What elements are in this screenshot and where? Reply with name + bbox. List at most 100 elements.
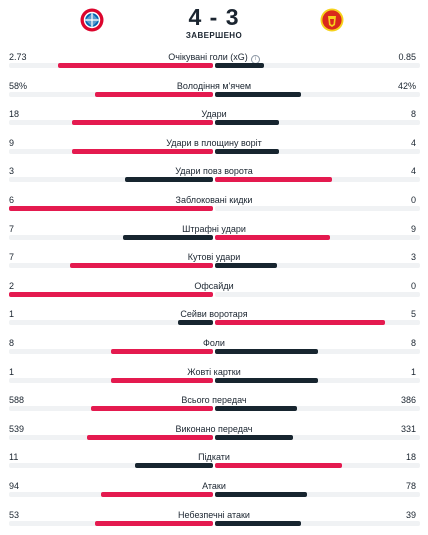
match-header: 4 - 3 ЗАВЕРШЕНО: [0, 0, 428, 44]
stat-label-text: Фоли: [203, 338, 225, 348]
away-value: 5: [410, 309, 416, 320]
away-bar-fill: [215, 492, 308, 497]
away-bar-track: [215, 291, 420, 297]
stat-label-text: Жовті картки: [187, 366, 241, 377]
stat-label: Штрафні удари: [0, 224, 428, 234]
away-value: 0.85: [398, 52, 416, 62]
away-value: 42%: [397, 80, 416, 91]
match-score: 4 - 3: [188, 4, 240, 30]
away-bar-track: [215, 492, 420, 497]
home-value: 6: [9, 195, 15, 205]
away-bar-fill: [215, 91, 302, 97]
home-bar-track: [9, 263, 213, 269]
stat-row-11: 1 Жовті картки 1: [0, 361, 428, 390]
stat-row-15: 94 Атаки 78: [0, 475, 428, 504]
home-bar-fill: [86, 434, 213, 440]
home-bar-track: [9, 320, 213, 326]
stat-row-16: 53 Небезпечні атаки 39: [0, 504, 428, 533]
home-bar-fill: [72, 120, 213, 126]
away-bar-fill: [215, 377, 318, 383]
stat-row-4: 3 Удари повз ворота 4: [0, 160, 428, 189]
stat-label: Офсайди: [0, 281, 428, 291]
stat-label-text: Кутові удари: [187, 252, 241, 263]
stat-label-text: Володіння м'ячем: [176, 80, 252, 91]
stat-row-1: 58% Володіння м'ячем 42%: [0, 75, 428, 104]
home-bar-track: [9, 291, 213, 297]
away-bar-fill: [215, 263, 277, 269]
away-value: 18: [405, 452, 416, 463]
home-bar-track: [9, 206, 213, 211]
home-bar-fill: [123, 234, 213, 240]
away-value: 331: [400, 423, 416, 434]
away-bar-track: [215, 463, 420, 469]
away-bar-fill: [215, 177, 332, 183]
home-value: 7: [9, 252, 15, 263]
home-bar-track: [9, 120, 213, 126]
away-bar-track: [215, 320, 420, 326]
stat-row-7: 7 Кутові удари 3: [0, 246, 428, 275]
away-bar-track: [215, 148, 420, 154]
home-bar-fill: [125, 177, 213, 183]
stat-label-text: Всього передач: [181, 395, 247, 406]
home-bar-fill: [100, 492, 213, 497]
bayern-munich-crest-icon[interactable]: [80, 8, 104, 32]
home-bar-fill: [57, 63, 213, 68]
home-value: 2.73: [9, 52, 27, 62]
stat-label: Сейви воротаря: [0, 309, 428, 319]
home-bar-track: [9, 148, 213, 154]
home-bar-fill: [94, 91, 213, 97]
home-bar-track: [9, 463, 213, 469]
home-bar-track: [9, 91, 213, 97]
away-value: 386: [400, 395, 416, 406]
stat-label-text: Очікувані голи (xG): [168, 52, 248, 62]
home-bar-track: [9, 406, 213, 412]
away-bar-fill: [215, 520, 302, 526]
away-bar-track: [215, 406, 420, 412]
stat-label-text: Сейви воротаря: [180, 309, 248, 320]
away-value: 8: [410, 109, 416, 120]
away-value: 1: [410, 366, 416, 377]
stat-row-5: 6 Заблоковані кидки 0: [0, 189, 428, 218]
away-value: 4: [410, 137, 416, 148]
stat-row-0: 2.73 Очікувані голи (xG) i 0.85: [0, 46, 428, 75]
stat-label-text: Небезпечні атаки: [178, 509, 250, 520]
home-bar-fill: [90, 406, 213, 412]
home-value: 11: [9, 452, 19, 463]
home-value: 588: [9, 395, 25, 406]
stat-label: Заблоковані кидки: [0, 195, 428, 205]
away-bar-fill: [215, 148, 279, 154]
home-bar-fill: [111, 377, 213, 383]
home-bar-fill: [70, 263, 213, 269]
home-value: 18: [9, 109, 20, 120]
stat-label: Удари повз ворота: [0, 166, 428, 176]
home-value: 1: [9, 309, 15, 320]
home-bar-track: [9, 434, 213, 440]
home-value: 3: [9, 166, 15, 177]
stat-row-2: 18 Удари 8: [0, 103, 428, 132]
home-value: 1: [9, 366, 15, 377]
home-bar-track: [9, 492, 213, 497]
stat-label: Удари: [0, 109, 428, 119]
stat-row-3: 9 Удари в площину воріт 4: [0, 132, 428, 161]
away-bar-track: [215, 120, 420, 126]
manchester-united-crest-icon[interactable]: [320, 8, 344, 32]
home-bar-fill: [178, 320, 213, 326]
away-bar-fill: [215, 234, 330, 240]
away-bar-fill: [215, 434, 293, 440]
home-value: 2: [9, 280, 15, 291]
away-bar-track: [215, 206, 420, 211]
stat-label: Жовті картки: [0, 367, 428, 377]
away-bar-fill: [215, 349, 318, 354]
stat-label-text: Виконано передач: [175, 423, 253, 434]
home-bar-fill: [94, 520, 213, 526]
away-bar-track: [215, 177, 420, 183]
away-bar-track: [215, 63, 420, 68]
stat-row-8: 2 Офсайди 0: [0, 275, 428, 304]
home-value: 539: [9, 423, 25, 434]
stat-label: Кутові удари: [0, 252, 428, 262]
away-bar-track: [215, 349, 420, 354]
stat-row-9: 1 Сейви воротаря 5: [0, 303, 428, 332]
stat-label: Виконано передач: [0, 424, 428, 434]
home-value: 8: [9, 338, 15, 348]
away-bar-fill: [215, 320, 386, 326]
